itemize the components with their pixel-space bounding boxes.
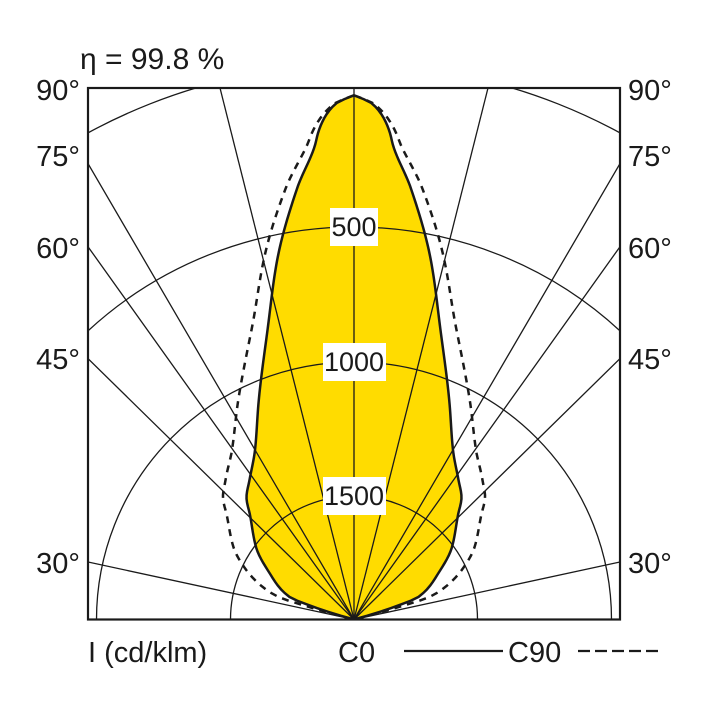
svg-text:1500: 1500 — [324, 481, 384, 511]
svg-text:C0: C0 — [338, 637, 375, 669]
svg-text:90°: 90° — [36, 75, 80, 107]
svg-text:45°: 45° — [628, 344, 672, 376]
svg-text:60°: 60° — [36, 233, 80, 265]
svg-text:90°: 90° — [628, 75, 672, 107]
svg-text:60°: 60° — [628, 233, 672, 265]
svg-text:500: 500 — [331, 212, 376, 242]
svg-text:75°: 75° — [36, 141, 80, 173]
svg-text:I (cd/klm): I (cd/klm) — [88, 637, 207, 669]
svg-text:30°: 30° — [628, 548, 672, 580]
svg-text:η = 99.8 %: η = 99.8 % — [80, 43, 224, 76]
svg-text:45°: 45° — [36, 344, 80, 376]
svg-text:1000: 1000 — [324, 347, 384, 377]
svg-text:75°: 75° — [628, 141, 672, 173]
svg-text:30°: 30° — [36, 548, 80, 580]
svg-text:C90: C90 — [508, 637, 561, 669]
